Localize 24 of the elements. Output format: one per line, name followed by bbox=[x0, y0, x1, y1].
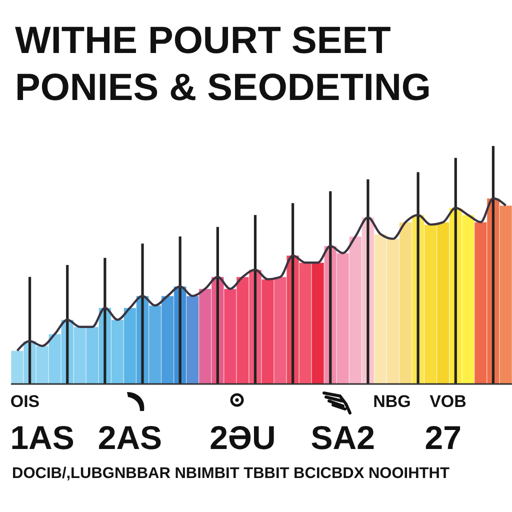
bar bbox=[141, 244, 144, 384]
bar bbox=[416, 172, 420, 384]
bar bbox=[454, 158, 457, 384]
chart-title: WITHE POURT SEET bbox=[15, 20, 391, 62]
x-tick-label: 2AS bbox=[98, 419, 162, 456]
x-tick-label: SA2 bbox=[310, 419, 376, 456]
bar bbox=[104, 258, 106, 384]
text: VOB bbox=[430, 392, 466, 411]
chart-subtitle: PONIES & SEODETING bbox=[15, 67, 431, 109]
x-tick-label: 27 bbox=[424, 419, 462, 456]
x-tick-label: 1AS bbox=[10, 419, 74, 456]
bar bbox=[28, 276, 32, 384]
text: OIS bbox=[10, 392, 40, 411]
bar bbox=[216, 226, 219, 384]
bar bbox=[292, 203, 294, 384]
bar bbox=[329, 191, 332, 384]
bar bbox=[254, 215, 257, 384]
x-axis-title: DOCIB/,LUBGNBBAR NBIMBIT TBBIT BCICBDX NOOIHTHT bbox=[12, 465, 450, 482]
text: NBG bbox=[373, 392, 411, 411]
bar bbox=[366, 179, 370, 384]
bar bbox=[492, 146, 495, 384]
x-tick-label: 2ƏU bbox=[210, 419, 276, 456]
bar bbox=[178, 236, 182, 384]
bar bbox=[66, 265, 69, 384]
